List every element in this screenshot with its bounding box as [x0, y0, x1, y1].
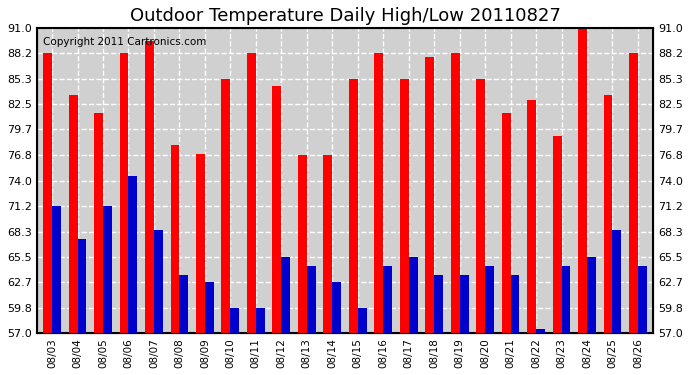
Bar [587, 257, 596, 375]
Bar [333, 282, 341, 375]
Bar [221, 79, 230, 375]
Bar [629, 53, 638, 375]
Bar [476, 79, 485, 375]
Bar [282, 257, 290, 375]
Bar [128, 176, 137, 375]
Bar [451, 53, 460, 375]
Bar [298, 156, 307, 375]
Bar [205, 282, 214, 375]
Bar [562, 266, 571, 375]
Bar [374, 53, 383, 375]
Bar [485, 266, 494, 375]
Bar [400, 79, 408, 375]
Bar [256, 308, 265, 375]
Bar [613, 230, 622, 375]
Bar [408, 257, 417, 375]
Bar [536, 329, 545, 375]
Bar [383, 266, 392, 375]
Bar [324, 156, 333, 375]
Bar [119, 53, 128, 375]
Bar [230, 308, 239, 375]
Bar [145, 41, 154, 375]
Text: Copyright 2011 Cartronics.com: Copyright 2011 Cartronics.com [43, 37, 206, 47]
Bar [425, 57, 434, 375]
Bar [460, 275, 469, 375]
Bar [434, 275, 443, 375]
Bar [154, 230, 163, 375]
Bar [94, 113, 103, 375]
Bar [103, 206, 112, 375]
Bar [357, 308, 366, 375]
Bar [77, 239, 86, 375]
Title: Outdoor Temperature Daily High/Low 20110827: Outdoor Temperature Daily High/Low 20110… [130, 7, 560, 25]
Bar [196, 154, 205, 375]
Bar [349, 79, 357, 375]
Bar [578, 28, 587, 375]
Bar [307, 266, 316, 375]
Bar [43, 53, 52, 375]
Bar [527, 100, 536, 375]
Bar [247, 53, 256, 375]
Bar [553, 136, 562, 375]
Bar [638, 266, 647, 375]
Bar [511, 275, 520, 375]
Bar [502, 113, 511, 375]
Bar [273, 86, 282, 375]
Bar [604, 95, 613, 375]
Bar [52, 206, 61, 375]
Bar [170, 145, 179, 375]
Bar [179, 275, 188, 375]
Bar [68, 95, 77, 375]
